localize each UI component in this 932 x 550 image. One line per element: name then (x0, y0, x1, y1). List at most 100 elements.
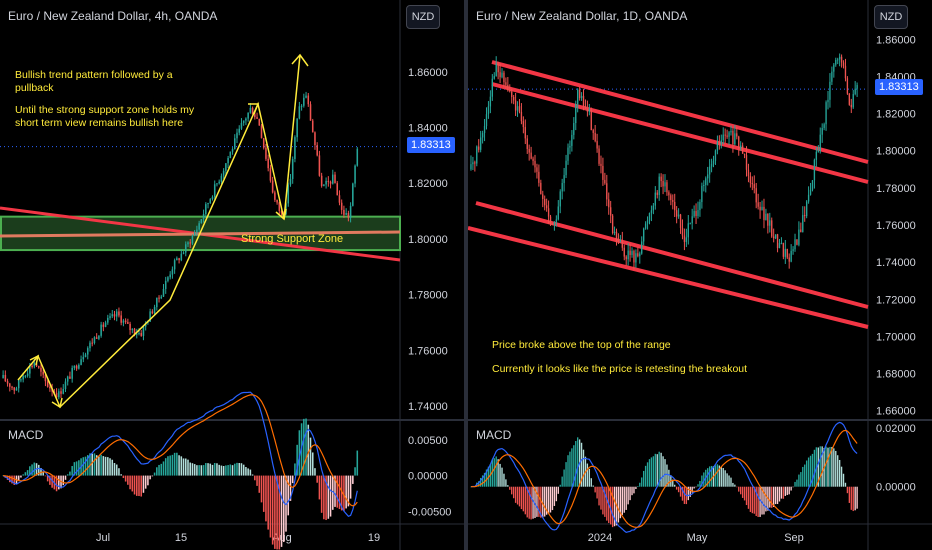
macd-histogram-bar (695, 486, 697, 488)
price-tick-label: 1.82000 (408, 178, 448, 190)
macd-histogram-bar (786, 486, 788, 496)
candle-body (280, 210, 283, 214)
macd-histogram-bar (338, 475, 341, 510)
macd-histogram-bar (559, 484, 561, 487)
annotation-breakout: Price broke above the top of the range (492, 339, 671, 351)
macd-histogram-bar (64, 475, 67, 480)
macd-histogram-bar (652, 456, 655, 487)
macd-histogram-bar (20, 475, 22, 478)
candle-body (790, 250, 792, 262)
candle-body (80, 359, 82, 365)
candle-body (274, 192, 276, 200)
macd-histogram-bar (555, 486, 558, 502)
macd-histogram-bar (49, 475, 51, 485)
candle-body (511, 91, 513, 98)
candle-body (122, 320, 125, 323)
candle-body (133, 328, 136, 334)
candle-body (596, 141, 598, 149)
macd-histogram-bar (738, 486, 740, 492)
candle-body (31, 366, 33, 368)
candle-body (652, 205, 655, 211)
candle-body (804, 215, 806, 217)
macd-histogram-bar (699, 480, 701, 487)
candle-body (825, 102, 827, 125)
currency-button-4h[interactable]: NZD (406, 5, 440, 29)
macd-histogram-bar (483, 472, 486, 487)
channel-bottom-line (468, 226, 869, 329)
macd-histogram-bar (220, 465, 223, 476)
candle-body (743, 153, 746, 156)
candle-body (503, 72, 505, 83)
macd-histogram-bar (743, 486, 746, 501)
candle-body (648, 213, 651, 221)
candle-body (586, 108, 589, 112)
macd-histogram-bar (307, 424, 310, 476)
macd-histogram-bar (91, 453, 93, 476)
candle-body (774, 234, 777, 239)
candle-body (559, 191, 561, 207)
candle-body (674, 201, 676, 211)
macd-histogram-bar (522, 486, 525, 512)
macd-histogram-bar (740, 486, 742, 495)
candle-body (728, 132, 730, 137)
candle-body (557, 206, 559, 220)
macd-histogram-bar (689, 486, 691, 497)
candle-body (821, 127, 823, 135)
candle-body (765, 213, 767, 221)
macd-histogram-bar (298, 430, 301, 476)
candle-body (160, 296, 163, 299)
macd-histogram-bar (254, 475, 256, 481)
candle-body (213, 184, 216, 197)
macd-histogram-bar (627, 486, 629, 505)
chart-panel-1d[interactable]: 1.86000 1.84000 1.82000 1.80000 1.78000 1.760… (468, 0, 932, 550)
macd-histogram-bar (625, 486, 627, 510)
macd-histogram-bar (316, 475, 318, 483)
candle-body (827, 99, 829, 103)
macd-histogram-bar (778, 486, 781, 502)
macd-histogram-bar (336, 475, 339, 508)
macd-histogram-bar (722, 468, 724, 487)
candle-body (507, 84, 509, 91)
macd-histogram-bar (133, 475, 136, 495)
candle-body (571, 134, 573, 146)
candle-body (588, 109, 591, 112)
candle-body (269, 168, 272, 181)
macd-histogram-bar (156, 467, 158, 476)
candle-body (705, 178, 707, 185)
macd-histogram-bar (749, 486, 752, 512)
macd-histogram-bar (528, 486, 530, 519)
chart-canvas-4h[interactable]: 1.86000 1.84000 1.82000 1.80000 1.78000 1.760… (0, 0, 464, 550)
macd-histogram-bar (493, 458, 495, 487)
arrowhead-icon (275, 208, 287, 221)
macd-histogram-bar (708, 466, 711, 487)
macd-histogram-bar (240, 463, 243, 476)
macd-histogram-bar (788, 486, 790, 495)
macd-histogram-bar (619, 486, 622, 519)
candle-body (100, 324, 102, 336)
macd-label-4h: MACD (8, 428, 44, 442)
candle-body (256, 117, 258, 119)
macd-histogram-bar (314, 468, 316, 476)
macd-histogram-bar (848, 486, 851, 503)
candle-body (720, 140, 722, 145)
candle-body (623, 247, 625, 257)
chart-panel-4h[interactable]: 1.86000 1.84000 1.82000 1.80000 1.78000 1.760… (0, 0, 464, 550)
candle-body (613, 231, 616, 234)
macd-histogram-bar (606, 486, 608, 521)
candle-body (22, 376, 24, 380)
macd-histogram-bar (318, 475, 321, 500)
macd-histogram-bar (343, 475, 345, 511)
macd-histogram-bar (672, 479, 674, 487)
candle-body (15, 388, 18, 391)
candle-body (198, 223, 200, 230)
panel-divider[interactable] (464, 0, 468, 550)
candle-body (639, 253, 641, 257)
macd-histogram-bar (835, 450, 837, 487)
chart-canvas-1d[interactable]: 1.860001.840001.820001.800001.780001.760… (468, 0, 932, 550)
macd-histogram-bar (609, 486, 612, 525)
currency-button-1d[interactable]: NZD (874, 5, 908, 29)
macd-histogram-bar (276, 475, 278, 550)
candle-body (11, 386, 13, 388)
candle-body (730, 130, 732, 133)
candle-body (829, 81, 831, 100)
